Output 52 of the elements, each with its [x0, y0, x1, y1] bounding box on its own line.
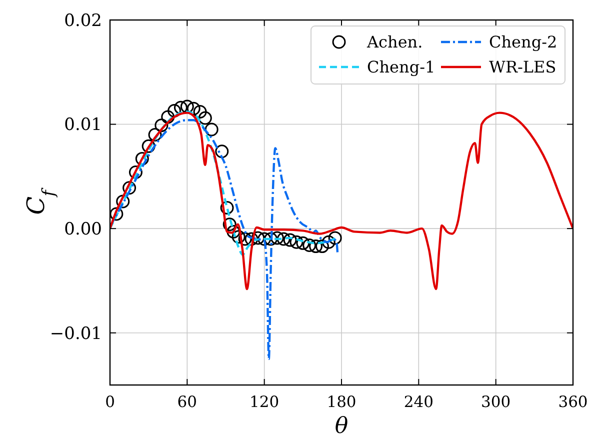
point — [204, 122, 218, 136]
legend-label: WR-LES — [489, 58, 556, 77]
point — [215, 144, 229, 158]
point — [315, 240, 329, 254]
legend-label: Achen. — [366, 32, 423, 52]
point — [142, 139, 156, 153]
point — [161, 110, 175, 124]
point — [270, 231, 284, 245]
point — [251, 231, 265, 245]
y-tick-label: 0.01 — [64, 115, 102, 136]
point — [238, 232, 252, 246]
x-tick-label: 300 — [481, 393, 511, 411]
legend-label: Cheng-2 — [489, 32, 558, 52]
point — [232, 230, 246, 244]
point — [128, 166, 142, 180]
x-tick-label: 180 — [326, 393, 356, 411]
x-tick-label: 0 — [105, 393, 115, 411]
legend-label: Cheng-1 — [367, 58, 436, 77]
point — [135, 152, 149, 166]
x-tick-label: 360 — [558, 393, 588, 411]
point — [122, 181, 136, 195]
point — [116, 194, 130, 208]
point — [168, 104, 182, 118]
x-tick-label: 120 — [250, 393, 280, 411]
y-tick-label: 0.02 — [64, 10, 102, 31]
point — [322, 235, 336, 249]
point — [198, 111, 212, 125]
point — [309, 240, 323, 254]
point — [174, 100, 188, 114]
point — [186, 102, 200, 116]
point — [302, 238, 316, 252]
point — [222, 218, 236, 232]
point — [276, 232, 290, 246]
point — [296, 236, 310, 250]
point — [328, 231, 342, 245]
point — [258, 232, 272, 246]
point — [244, 232, 258, 246]
point — [220, 200, 234, 214]
point — [264, 232, 278, 246]
x-tick-label: 240 — [404, 393, 434, 411]
point — [290, 235, 304, 249]
y-tick-label: 0.00 — [64, 220, 102, 240]
point — [180, 100, 194, 114]
x-tick-label: 60 — [177, 393, 198, 411]
x-axis-title: θ — [334, 414, 348, 435]
point — [110, 207, 124, 221]
y-tick-label: −0.01 — [50, 324, 102, 344]
point — [226, 224, 240, 238]
point — [193, 105, 207, 119]
point — [283, 233, 297, 247]
point — [148, 128, 162, 142]
point — [154, 118, 168, 132]
